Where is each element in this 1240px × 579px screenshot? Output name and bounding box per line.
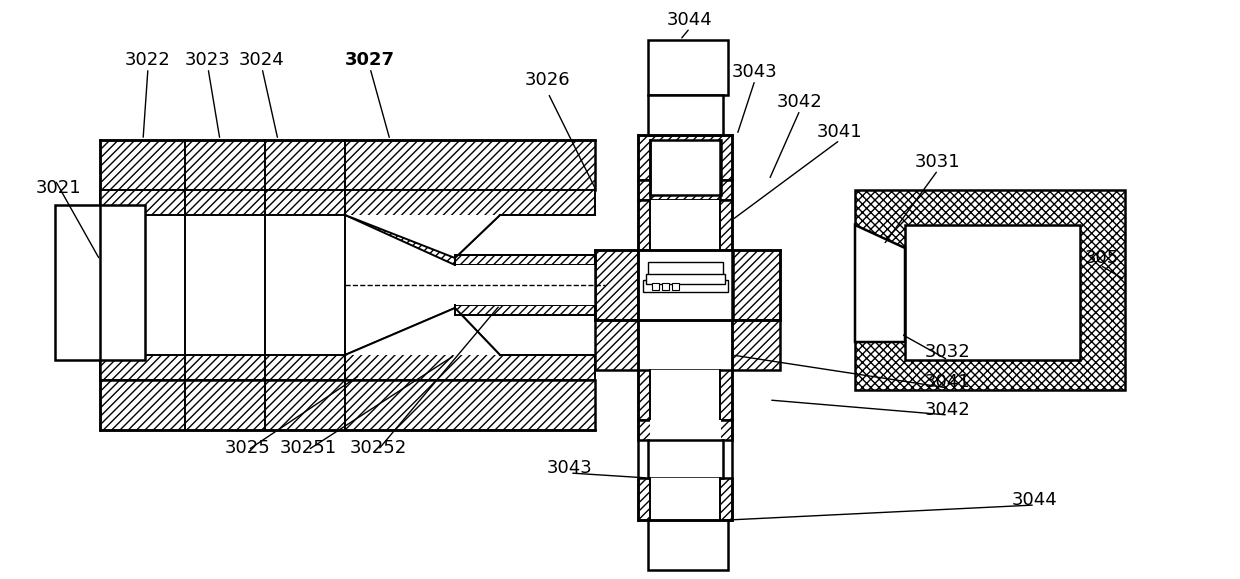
Bar: [646, 274, 725, 284]
Polygon shape: [639, 478, 732, 520]
Polygon shape: [639, 420, 732, 440]
Text: 3043: 3043: [547, 459, 593, 477]
Bar: [649, 440, 723, 478]
Bar: [455, 265, 595, 305]
Text: 3042: 3042: [925, 401, 971, 419]
Text: 3041: 3041: [925, 373, 971, 391]
Polygon shape: [100, 190, 345, 215]
Bar: [905, 225, 1080, 360]
Text: 3032: 3032: [925, 343, 971, 361]
Text: 3021: 3021: [36, 179, 82, 197]
Polygon shape: [732, 250, 780, 320]
Polygon shape: [100, 140, 595, 190]
Polygon shape: [345, 308, 595, 380]
Bar: [649, 520, 728, 570]
Bar: [644, 280, 728, 292]
Polygon shape: [345, 190, 595, 265]
Polygon shape: [595, 250, 639, 320]
Text: 30252: 30252: [350, 439, 407, 457]
Polygon shape: [345, 308, 500, 355]
Polygon shape: [856, 190, 1125, 390]
Polygon shape: [345, 215, 500, 258]
Text: 3044: 3044: [667, 11, 713, 29]
Polygon shape: [639, 180, 732, 200]
Text: 3024: 3024: [239, 51, 285, 69]
Polygon shape: [455, 305, 595, 315]
Bar: [649, 95, 723, 135]
Text: 3022: 3022: [125, 51, 171, 69]
Polygon shape: [595, 320, 639, 370]
Bar: [650, 478, 720, 520]
Bar: [55, 205, 145, 360]
Bar: [672, 283, 680, 290]
Bar: [650, 200, 720, 250]
Text: 3042: 3042: [777, 93, 823, 111]
Polygon shape: [100, 380, 595, 430]
Polygon shape: [100, 355, 345, 380]
Polygon shape: [639, 370, 732, 420]
Text: 3031: 3031: [915, 153, 961, 171]
Polygon shape: [639, 135, 732, 180]
Polygon shape: [455, 255, 595, 265]
Text: 3026: 3026: [526, 71, 570, 89]
Bar: [650, 420, 720, 440]
Polygon shape: [857, 232, 903, 340]
Text: 3041: 3041: [817, 123, 863, 141]
Text: 3025: 3025: [226, 439, 270, 457]
Bar: [650, 370, 720, 420]
Text: 3043: 3043: [732, 63, 777, 81]
Text: 3023: 3023: [185, 51, 231, 69]
Text: 305: 305: [1085, 249, 1120, 267]
Bar: [639, 250, 733, 320]
Text: 3044: 3044: [1012, 491, 1058, 509]
Polygon shape: [639, 200, 732, 250]
Bar: [662, 283, 670, 290]
Bar: [649, 262, 723, 280]
Bar: [652, 283, 658, 290]
Polygon shape: [732, 320, 780, 370]
Bar: [649, 40, 728, 95]
Polygon shape: [856, 225, 905, 342]
Text: 30251: 30251: [279, 439, 336, 457]
Text: 3027: 3027: [345, 51, 396, 69]
Bar: [650, 140, 720, 195]
